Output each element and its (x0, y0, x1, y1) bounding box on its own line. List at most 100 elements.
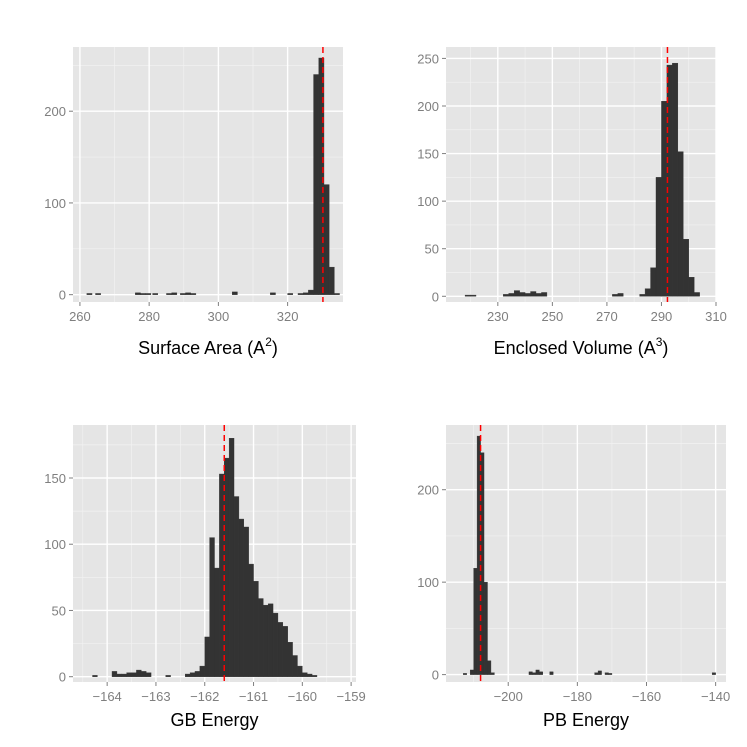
histogram-bar (263, 604, 269, 677)
histogram-bar (532, 672, 537, 675)
histogram-bar (503, 294, 509, 297)
histogram-bar (308, 289, 314, 295)
y-tick-label: 100 (417, 194, 439, 209)
histogram-bar (131, 672, 137, 677)
x-axis-title: Enclosed Volume (A3) (494, 335, 669, 358)
histogram-bar (171, 292, 178, 295)
surface-area-histogram: 260 280 300 320 0 100 200 Surface Area (A2) (44, 47, 343, 358)
histogram-bar (165, 675, 171, 677)
histogram-bar (334, 293, 340, 295)
histogram-bar (328, 266, 335, 295)
x-tick-label: 280 (138, 309, 160, 324)
histogram-bar (267, 603, 274, 677)
histogram-bar (508, 293, 515, 297)
histogram-bar (535, 669, 540, 675)
y-tick-label: 0 (59, 670, 66, 685)
histogram-bar (612, 294, 619, 297)
y-tick-label: 100 (44, 196, 66, 211)
y-tick-label: 200 (44, 104, 66, 119)
histogram-bar (608, 673, 613, 675)
histogram-bar (677, 151, 684, 297)
histogram-bar (152, 293, 159, 295)
y-tick-label: 200 (417, 99, 439, 114)
histogram-bar (541, 292, 548, 297)
histogram-bar (209, 537, 215, 677)
x-tick-label: −180 (563, 689, 592, 704)
histogram-bar (238, 518, 244, 677)
histogram-bar (166, 293, 172, 295)
histogram-bar (594, 672, 599, 675)
histogram-bar (655, 177, 662, 297)
x-tick-label: 320 (277, 309, 299, 324)
y-tick-label: 100 (417, 575, 439, 590)
histogram-bar (693, 292, 700, 297)
histogram-bar (672, 62, 679, 297)
histogram-bar (490, 672, 495, 675)
histogram-bar (189, 672, 196, 677)
histogram-bar (535, 293, 542, 297)
x-tick-label: 270 (596, 309, 618, 324)
histogram-bar (323, 184, 330, 295)
histogram-bar (530, 291, 537, 297)
histogram-bar (258, 598, 264, 677)
x-tick-label: 250 (542, 309, 564, 324)
histogram-bar (549, 671, 554, 675)
histogram-bar (307, 673, 313, 677)
histogram-bar (199, 665, 205, 677)
x-tick-label: −161 (239, 689, 268, 704)
histogram-bar (311, 675, 318, 677)
histogram-bar (519, 292, 526, 297)
histogram-bar (597, 670, 602, 675)
histogram-bar (190, 293, 197, 295)
histogram-bar (214, 567, 220, 677)
histogram-bar (135, 292, 141, 295)
enclosed-volume-histogram: 230 250 270 290 310 0 50 100 150 200 250 Enclosed V… (417, 47, 727, 358)
histogram-bar (287, 293, 294, 295)
x-tick-label: −160 (632, 689, 661, 704)
histogram-bar (270, 292, 276, 295)
histogram-bar (86, 293, 93, 295)
panel-background (446, 425, 726, 682)
x-tick-label: −160 (288, 689, 317, 704)
x-axis-title: GB Energy (170, 710, 258, 730)
histogram-bar (228, 438, 235, 677)
x-tick-label: −162 (190, 689, 219, 704)
histogram-bar (480, 452, 485, 675)
histogram-bar (604, 672, 609, 675)
histogram-bar (688, 277, 695, 297)
histogram-bar (95, 293, 101, 295)
y-tick-label: 0 (432, 289, 439, 304)
histogram-bar (121, 673, 127, 677)
histogram-bar (524, 293, 531, 297)
y-tick-label: 50 (52, 603, 66, 618)
x-axis-title: PB Energy (543, 710, 629, 730)
histogram-bar (145, 672, 152, 677)
x-tick-label: −140 (701, 689, 730, 704)
x-tick-label: 230 (487, 309, 509, 324)
histogram-bar (650, 267, 657, 297)
histogram-bar (483, 581, 488, 675)
histogram-bar (302, 292, 309, 295)
y-tick-label: 200 (417, 483, 439, 498)
histogram-bar (140, 293, 146, 295)
y-tick-label: 250 (417, 51, 439, 66)
histogram-bar (126, 672, 132, 677)
histogram-bar (711, 672, 716, 675)
histogram-bar (292, 655, 298, 677)
histogram-bar (639, 294, 646, 297)
histogram-bar (243, 526, 249, 677)
y-tick-label: 0 (59, 288, 66, 303)
x-tick-label: 310 (705, 309, 727, 324)
histogram-bar (302, 672, 308, 677)
y-tick-label: 100 (44, 537, 66, 552)
histogram-bar (232, 291, 238, 295)
histogram-bar (644, 288, 651, 297)
histogram-bar (297, 665, 303, 677)
histogram-bar (204, 636, 210, 677)
x-tick-label: −159 (336, 689, 365, 704)
histogram-bar (313, 74, 319, 295)
histogram-bar (683, 239, 689, 297)
x-tick-label: 300 (208, 309, 230, 324)
histogram-bar (180, 293, 186, 295)
